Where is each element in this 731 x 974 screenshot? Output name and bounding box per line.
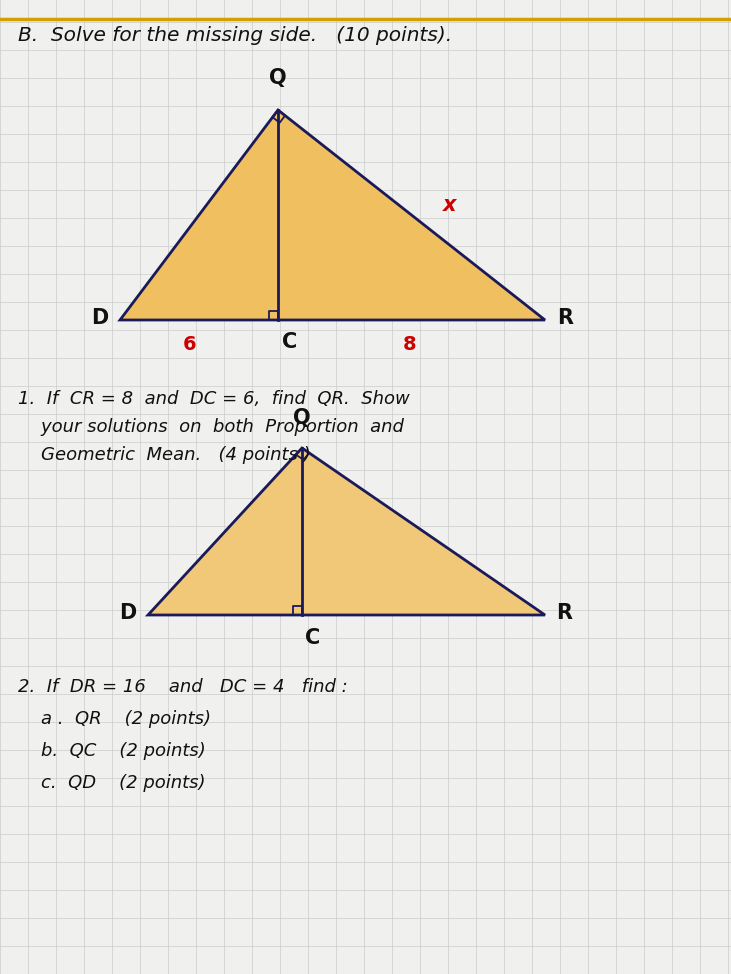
Text: R: R bbox=[557, 308, 573, 328]
Text: Q: Q bbox=[293, 408, 311, 428]
Text: a .  QR    (2 points): a . QR (2 points) bbox=[18, 710, 211, 728]
Polygon shape bbox=[120, 110, 545, 320]
Text: D: D bbox=[91, 308, 109, 328]
Text: D: D bbox=[119, 603, 137, 623]
Text: b.  QC    (2 points): b. QC (2 points) bbox=[18, 742, 205, 760]
Text: 6: 6 bbox=[183, 335, 197, 355]
Text: 1.  If  CR = 8  and  DC = 6,  find  QR.  Show: 1. If CR = 8 and DC = 6, find QR. Show bbox=[18, 390, 410, 408]
Text: C: C bbox=[306, 628, 321, 648]
Text: R: R bbox=[556, 603, 572, 623]
Text: Geometric  Mean.   (4 points ): Geometric Mean. (4 points ) bbox=[18, 446, 311, 464]
Text: 2.  If  DR = 16    and   DC = 4   find :: 2. If DR = 16 and DC = 4 find : bbox=[18, 678, 348, 696]
Text: C: C bbox=[282, 332, 298, 352]
Text: your solutions  on  both  Proportion  and: your solutions on both Proportion and bbox=[18, 418, 404, 436]
Text: Q: Q bbox=[269, 68, 287, 88]
Polygon shape bbox=[148, 448, 545, 615]
Text: c.  QD    (2 points): c. QD (2 points) bbox=[18, 774, 205, 792]
Text: x: x bbox=[443, 195, 457, 215]
Text: B.  Solve for the missing side.   (10 points).: B. Solve for the missing side. (10 point… bbox=[18, 26, 452, 45]
Text: 8: 8 bbox=[404, 335, 417, 355]
